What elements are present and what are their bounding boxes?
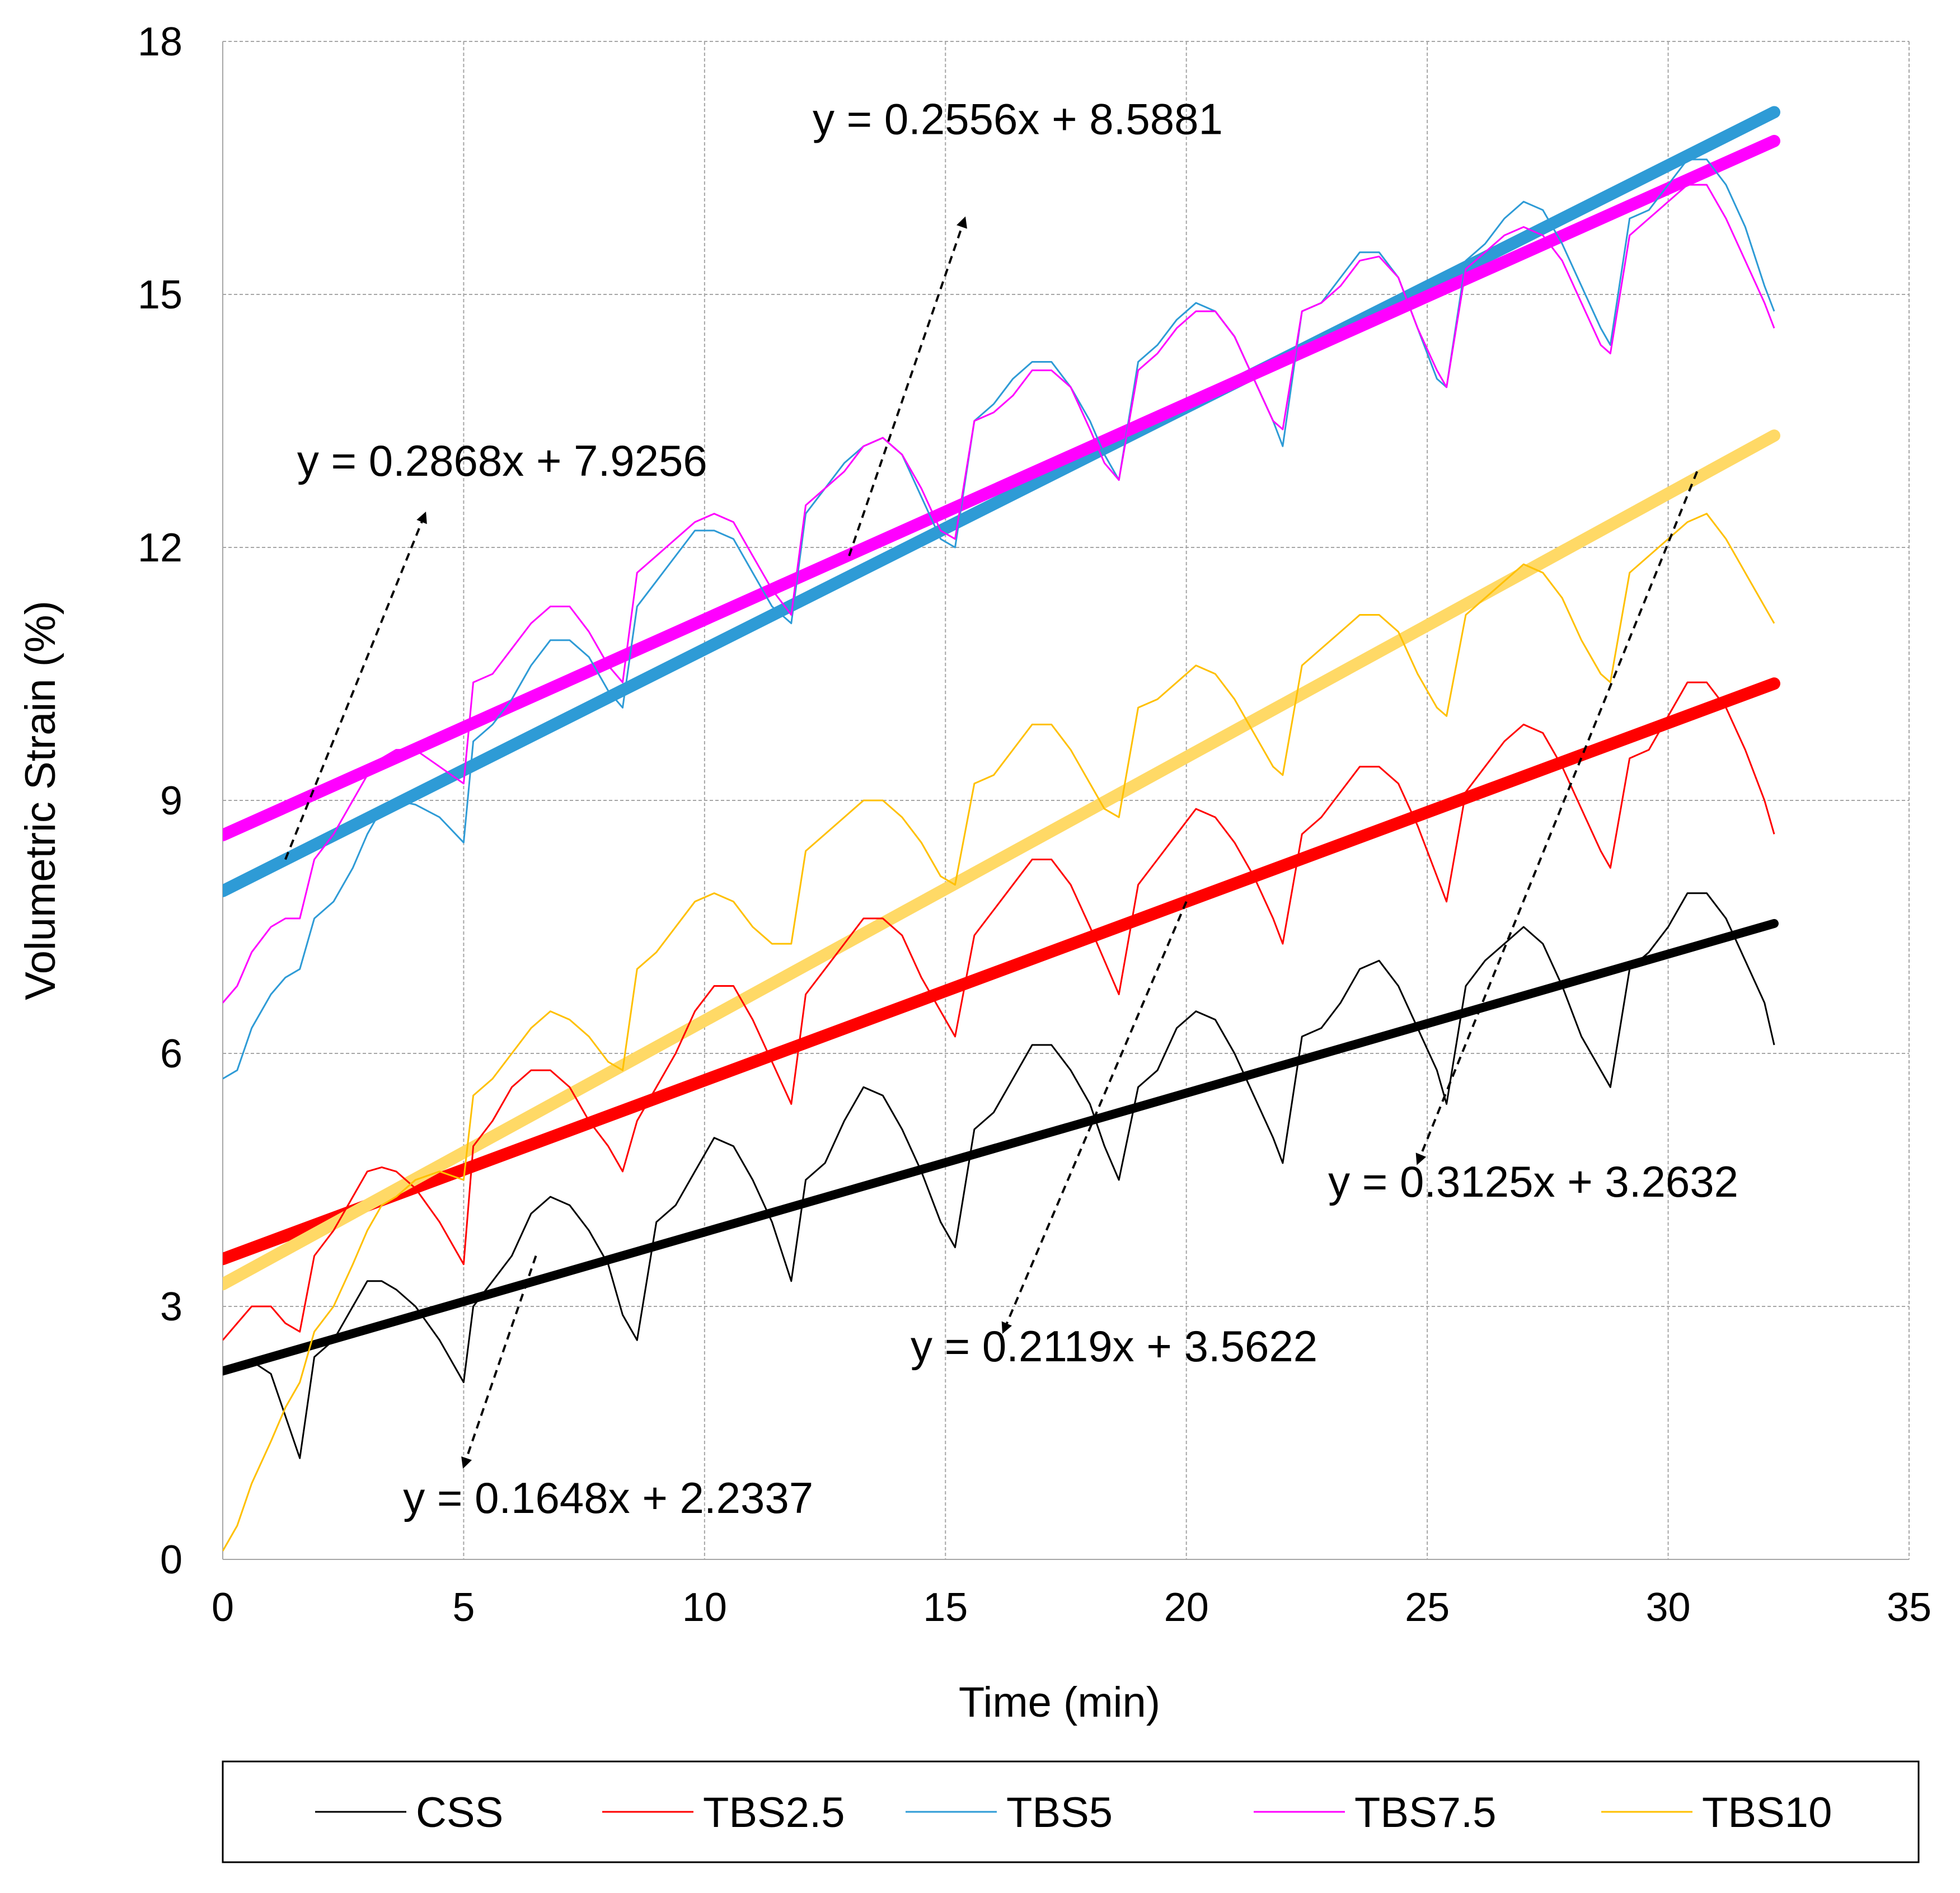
- x-axis-ticks: 0 5 10 15 20 25 30 35: [212, 1585, 1931, 1630]
- legend-label-tbs7-5: TBS7.5: [1354, 1789, 1496, 1836]
- series-line-tbs5: [223, 158, 1775, 1080]
- legend-label-tbs2-5: TBS2.5: [703, 1789, 845, 1836]
- trend-equation-label: y = 0.2868x + 7.9256: [297, 436, 707, 485]
- legend: CSS TBS2.5 TBS5 TBS7.5 TBS10: [222, 1760, 1920, 1863]
- y-axis-title: Volumetric Strain (%): [17, 601, 64, 1000]
- trend-equation-label: y = 0.1648x + 2.2337: [403, 1473, 813, 1522]
- series-line-tbs7-5: [223, 184, 1775, 1004]
- legend-label-tbs10: TBS10: [1702, 1789, 1832, 1836]
- x-tick-label: 25: [1405, 1585, 1450, 1630]
- trend-equation-label: y = 0.3125x + 3.2632: [1328, 1157, 1738, 1206]
- trendline-tbs7-5: [223, 135, 1780, 842]
- annotation-arrow: [1415, 471, 1699, 1165]
- x-tick-label: 35: [1887, 1585, 1931, 1630]
- series-line-css: [223, 892, 1775, 1459]
- series-line-tbs2-5: [223, 681, 1775, 1341]
- annotation-arrow: [461, 1255, 537, 1469]
- trendline-tbs2-5: [223, 677, 1780, 1266]
- trendline-tbs10: [223, 429, 1780, 1291]
- data-series: [223, 158, 1775, 1552]
- legend-label-css: CSS: [416, 1789, 503, 1836]
- trend-equation-label: y = 0.2556x + 8.5881: [813, 95, 1223, 144]
- trendline-tbs5: [223, 106, 1780, 897]
- x-axis-title: Time (min): [959, 1679, 1160, 1726]
- y-tick-label: 15: [138, 273, 182, 317]
- legend-label-tbs5: TBS5: [1006, 1789, 1113, 1836]
- trend-equation-label: y = 0.2119x + 3.5622: [911, 1322, 1317, 1371]
- x-tick-label: 5: [452, 1585, 475, 1630]
- equation-annotations: y = 0.2556x + 8.5881 y = 0.2868x + 7.9256…: [284, 95, 1738, 1522]
- x-tick-label: 15: [923, 1585, 968, 1630]
- annotation-arrow: [848, 216, 967, 556]
- series-line-tbs10: [223, 513, 1775, 1552]
- y-tick-label: 18: [138, 20, 182, 64]
- x-tick-label: 20: [1164, 1585, 1209, 1630]
- y-tick-label: 12: [138, 526, 182, 570]
- y-tick-label: 0: [160, 1538, 182, 1582]
- y-axis-ticks: 0 3 6 9 12 15 18: [138, 20, 182, 1582]
- y-tick-label: 9: [160, 779, 182, 823]
- x-tick-label: 0: [212, 1585, 234, 1630]
- y-tick-label: 6: [160, 1032, 182, 1076]
- y-tick-label: 3: [160, 1285, 182, 1329]
- gridlines: [222, 41, 1910, 1560]
- annotation-arrow: [1001, 901, 1188, 1334]
- annotation-arrow: [284, 512, 427, 860]
- x-tick-label: 30: [1646, 1585, 1691, 1630]
- x-tick-label: 10: [682, 1585, 727, 1630]
